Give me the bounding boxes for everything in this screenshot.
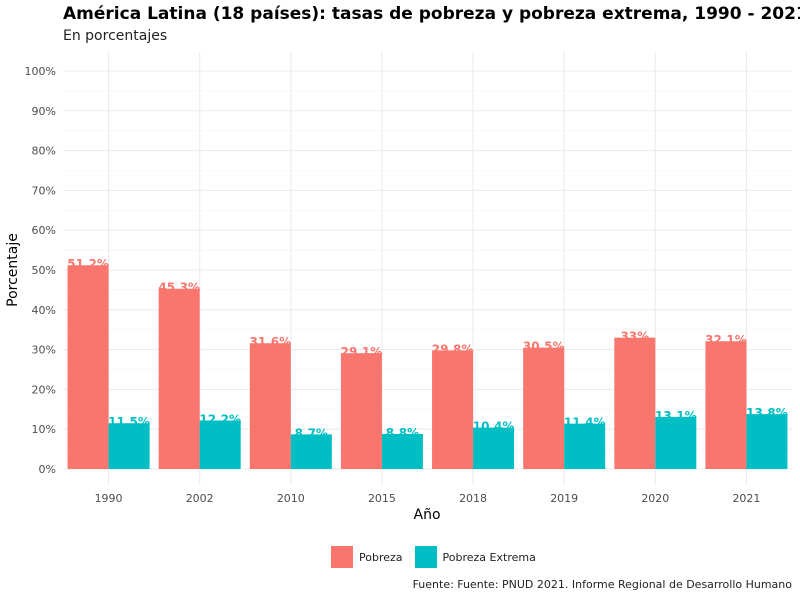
y-tick-label: 90% <box>32 105 56 118</box>
data-label: 31.6% <box>249 335 291 349</box>
data-label: 33% <box>620 330 649 344</box>
x-tick-label: 2015 <box>368 492 396 505</box>
y-tick-label: 80% <box>32 145 56 158</box>
y-tick-label: 40% <box>32 304 56 317</box>
y-tick-label: 20% <box>32 383 56 396</box>
chart-subtitle: En porcentajes <box>63 28 168 44</box>
data-label: 13.1% <box>655 409 697 423</box>
chart-title: América Latina (18 países): tasas de pob… <box>63 4 800 24</box>
y-tick-label: 0% <box>39 463 56 476</box>
bar-pobreza-extrema <box>199 420 241 469</box>
legend-label-pobreza: Pobreza <box>359 550 403 564</box>
x-tick-label: 2010 <box>277 492 305 505</box>
source-caption: Fuente: Fuente: PNUD 2021. Informe Regio… <box>412 578 792 591</box>
data-label: 29.1% <box>341 345 383 359</box>
data-label: 29.8% <box>432 342 474 356</box>
bar-pobreza <box>67 265 109 469</box>
x-tick-label: 1990 <box>95 492 123 505</box>
x-tick-label: 2021 <box>732 492 760 505</box>
data-label: 30.5% <box>523 340 565 354</box>
data-label: 10.4% <box>473 420 515 434</box>
bar-pobreza-extrema <box>381 433 423 469</box>
y-tick-label: 70% <box>32 184 56 197</box>
data-label: 13.8% <box>746 406 788 420</box>
data-label: 8.7% <box>295 426 328 440</box>
bar-pobreza-extrema <box>290 434 332 469</box>
data-label: 12.2% <box>199 412 241 426</box>
legend-swatch-pobreza-extrema <box>414 546 437 568</box>
bar-pobreza <box>614 337 656 469</box>
data-label: 45.3% <box>158 281 200 295</box>
bar-pobreza-extrema <box>655 416 697 469</box>
bar-pobreza <box>340 353 382 469</box>
bar-pobreza <box>158 288 200 469</box>
bar-pobreza-extrema <box>108 423 150 469</box>
y-tick-label: 50% <box>32 264 56 277</box>
y-tick-label: 100% <box>25 65 56 78</box>
legend-item-pobreza-extrema: Pobreza Extrema <box>414 546 536 568</box>
bar-pobreza <box>432 350 474 469</box>
data-label: 51.2% <box>67 257 109 271</box>
y-tick-label: 30% <box>32 344 56 357</box>
x-tick-label: 2002 <box>186 492 214 505</box>
x-tick-label: 2018 <box>459 492 487 505</box>
data-label: 11.4% <box>564 416 606 430</box>
bar-pobreza-extrema <box>564 423 606 469</box>
data-label: 8.8% <box>386 426 419 440</box>
legend-swatch-pobreza <box>331 546 353 568</box>
bar-pobreza-extrema <box>746 414 788 469</box>
y-tick-label: 10% <box>32 423 56 436</box>
x-tick-label: 2019 <box>550 492 578 505</box>
bar-pobreza-extrema <box>473 427 515 469</box>
bar-pobreza <box>249 343 291 469</box>
x-axis-label: Año <box>413 507 441 523</box>
legend-label-pobreza-extrema: Pobreza Extrema <box>442 550 536 564</box>
legend-item-pobreza: Pobreza <box>331 546 403 568</box>
x-tick-label: 2020 <box>641 492 669 505</box>
legend: Pobreza Pobreza Extrema <box>331 546 548 568</box>
bar-pobreza <box>705 341 747 469</box>
bar-pobreza <box>523 347 565 469</box>
data-label: 32.1% <box>705 333 747 347</box>
y-tick-label: 60% <box>32 224 56 237</box>
data-label: 11.5% <box>108 415 150 429</box>
